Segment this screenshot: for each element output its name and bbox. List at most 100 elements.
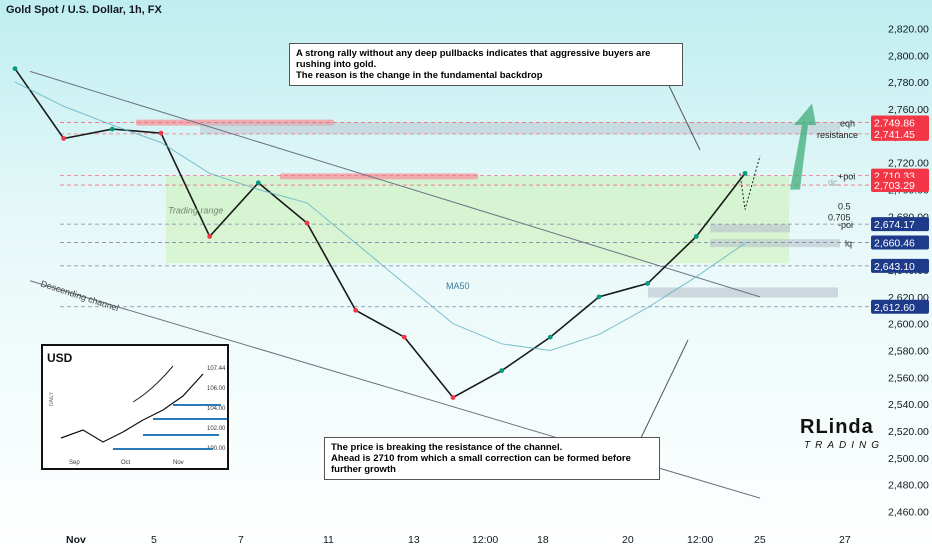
level-label-resistance: resistance xyxy=(817,130,858,140)
price-point xyxy=(499,368,505,374)
inset-x-tick: Sep xyxy=(69,460,80,466)
x-tick-label: Nov xyxy=(66,534,86,546)
price-point xyxy=(304,220,310,226)
inset-y-tick: 102.00 xyxy=(207,426,226,432)
level-label-fib_0705: 0.705 xyxy=(828,212,851,222)
price-tag-label: 2,741.45 xyxy=(874,129,915,141)
y-tick-label: 2,540.00 xyxy=(888,399,929,411)
y-tick-label: 2,560.00 xyxy=(888,372,929,384)
inset-trend-arrow xyxy=(132,365,174,403)
price-point xyxy=(547,334,553,340)
inset-y-tick: 107.44 xyxy=(207,366,226,372)
price-tag-label: 2,612.60 xyxy=(874,302,915,314)
usd-inset-chart: USD 107.44 106.00 104.00 102.00 100.00 Sep Oct N… xyxy=(47,351,233,466)
usd-inset: USD 107.44 106.00 104.00 102.00 100.00 Sep Oct N… xyxy=(41,344,233,470)
price-tag-label: 2,703.29 xyxy=(874,180,915,192)
y-tick-label: 2,460.00 xyxy=(888,507,929,519)
inset-price-line xyxy=(60,373,204,443)
price-series-line xyxy=(14,68,746,399)
inset-x-tick: Nov xyxy=(173,460,184,466)
descending-channel-label: Descending channel xyxy=(39,278,120,313)
price-point xyxy=(693,234,699,239)
y-tick-label: 2,760.00 xyxy=(888,104,929,116)
level-label-lq: lq xyxy=(845,239,852,249)
price-point xyxy=(12,66,18,72)
price-tag xyxy=(871,178,929,193)
y-tick-label: 2,800.00 xyxy=(888,50,929,62)
level-label-fib_05: 0.5 xyxy=(838,202,851,212)
y-tick-label: 2,600.00 xyxy=(888,319,929,331)
price-tag-label: 2,643.10 xyxy=(874,261,915,273)
price-tag xyxy=(871,258,929,273)
price-point xyxy=(596,294,602,300)
logo-main-text: RLinda xyxy=(800,416,874,438)
inset-level-bar xyxy=(153,418,233,420)
inset-y-tick: 100.00 xyxy=(207,446,226,452)
ma50-label: MA50 xyxy=(446,281,470,291)
chart-title: Gold Spot / U.S. Dollar, 1h, FX xyxy=(6,4,162,16)
price-point xyxy=(109,126,115,132)
price-tag xyxy=(871,235,929,250)
inset-title: USD xyxy=(47,351,73,365)
note-bottom-pointer xyxy=(639,339,689,441)
x-tick-label: 7 xyxy=(238,534,244,546)
price-point xyxy=(353,307,359,313)
price-tag-label: 2,660.46 xyxy=(874,238,915,250)
price-tag xyxy=(871,126,929,141)
price-tag-label: 2,749.86 xyxy=(874,118,915,130)
x-tick-label: 11 xyxy=(323,534,334,546)
x-tick-label: 13 xyxy=(408,534,420,546)
level-label-eqh: eqh xyxy=(840,119,855,129)
note-top: A strong rally without any deep pullback… xyxy=(289,43,683,86)
x-tick-label: 12:00 xyxy=(472,534,498,546)
channel-upper-line xyxy=(29,70,761,298)
inset-level-bar xyxy=(143,434,219,436)
x-tick-label: 12:00 xyxy=(687,534,713,546)
price-point xyxy=(158,130,164,136)
price-tag xyxy=(871,115,929,130)
inset-y-tick: 106.00 xyxy=(207,386,226,392)
y-tick-label: 2,500.00 xyxy=(888,453,929,465)
level-label-minus_poi: -poi xyxy=(838,220,853,230)
price-point xyxy=(742,170,748,176)
note-bottom: The price is breaking the resistance of … xyxy=(324,437,660,480)
brand-logo: RLinda TRADING xyxy=(790,416,879,460)
logo-sub-text: TRADING xyxy=(804,440,884,451)
y-tick-label: 2,720.00 xyxy=(888,158,929,170)
supply-zone-poi xyxy=(280,173,478,180)
inset-side-label: DAILY xyxy=(49,391,55,406)
lower-zone xyxy=(648,287,838,298)
eqh-zone xyxy=(200,122,840,135)
price-point xyxy=(401,334,407,340)
y-tick-label: 2,820.00 xyxy=(888,23,929,35)
y-tick-label: 2,580.00 xyxy=(888,346,929,358)
level-label-dc: dc xyxy=(828,177,838,187)
growth-arrow xyxy=(790,103,816,190)
price-point xyxy=(207,234,213,239)
inset-y-tick: 104.00 xyxy=(207,406,226,412)
price-tag xyxy=(871,299,929,314)
inset-x-tick: Oct xyxy=(121,460,131,466)
y-tick-label: 2,780.00 xyxy=(888,77,929,89)
trading-range-zone xyxy=(166,176,789,264)
ma50-line xyxy=(14,81,746,352)
note-bottom-line2: Ahead is 2710 from which a small correct… xyxy=(331,453,631,475)
y-tick-label: 2,480.00 xyxy=(888,480,929,492)
price-point xyxy=(645,281,651,286)
level-label-poi: +poi xyxy=(838,172,855,182)
note-top-line2: The reason is the change in the fundamen… xyxy=(296,70,543,81)
note-top-line1: A strong rally without any deep pullback… xyxy=(296,48,651,70)
price-point xyxy=(61,136,67,141)
price-tag-label: 2,674.17 xyxy=(874,219,915,231)
projection-path xyxy=(739,155,761,210)
note-bottom-line1: The price is breaking the resistance of … xyxy=(331,442,563,453)
x-tick-label: 25 xyxy=(754,534,766,546)
x-tick-label: 27 xyxy=(839,534,851,546)
inset-level-bar xyxy=(113,448,213,450)
y-tick-label: 2,520.00 xyxy=(888,426,929,438)
x-tick-label: 18 xyxy=(537,534,549,546)
inset-level-bar xyxy=(173,404,221,406)
price-point xyxy=(450,395,456,400)
